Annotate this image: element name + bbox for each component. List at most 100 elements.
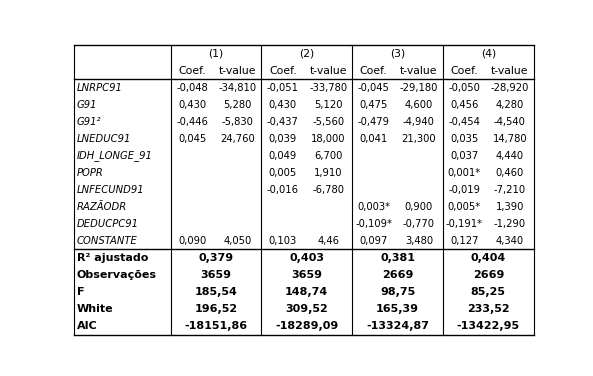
Text: 196,52: 196,52 [195, 304, 238, 314]
Text: 0,379: 0,379 [199, 253, 234, 263]
Text: AIC: AIC [77, 321, 98, 331]
Text: -6,780: -6,780 [312, 185, 344, 195]
Text: -4,940: -4,940 [403, 117, 435, 127]
Text: 4,46: 4,46 [317, 236, 339, 246]
Text: -13422,95: -13422,95 [457, 321, 520, 331]
Text: 4,440: 4,440 [496, 151, 524, 161]
Text: -5,560: -5,560 [312, 117, 344, 127]
Text: (4): (4) [481, 49, 496, 59]
Text: 4,280: 4,280 [496, 100, 524, 110]
Text: CONSTANTE: CONSTANTE [77, 236, 138, 246]
Text: 0,035: 0,035 [450, 134, 479, 144]
Text: -0,109*: -0,109* [355, 219, 392, 229]
Text: 0,103: 0,103 [269, 236, 297, 246]
Text: t-value: t-value [310, 66, 347, 76]
Text: 3659: 3659 [200, 270, 231, 280]
Text: -4,540: -4,540 [494, 117, 525, 127]
Text: -0,019: -0,019 [448, 185, 480, 195]
Text: 3659: 3659 [291, 270, 322, 280]
Text: -0,446: -0,446 [176, 117, 208, 127]
Text: 0,045: 0,045 [178, 134, 206, 144]
Text: -29,180: -29,180 [400, 83, 438, 93]
Text: -34,810: -34,810 [218, 83, 256, 93]
Text: t-value: t-value [400, 66, 438, 76]
Text: DEDUCPC91: DEDUCPC91 [77, 219, 139, 229]
Text: -1,290: -1,290 [493, 219, 526, 229]
Text: G91²: G91² [77, 117, 101, 127]
Text: 0,049: 0,049 [269, 151, 297, 161]
Text: t-value: t-value [491, 66, 528, 76]
Text: LNEDUC91: LNEDUC91 [77, 134, 131, 144]
Text: -0,437: -0,437 [267, 117, 299, 127]
Text: -13324,87: -13324,87 [366, 321, 429, 331]
Text: -0,770: -0,770 [403, 219, 435, 229]
Text: 4,050: 4,050 [224, 236, 251, 246]
Text: 0,005: 0,005 [269, 168, 297, 178]
Text: -0,045: -0,045 [358, 83, 390, 93]
Text: -0,191*: -0,191* [446, 219, 483, 229]
Text: Coef.: Coef. [269, 66, 296, 76]
Text: 98,75: 98,75 [380, 287, 415, 297]
Text: LNRPC91: LNRPC91 [77, 83, 123, 93]
Text: IDH_LONGE_91: IDH_LONGE_91 [77, 150, 153, 161]
Text: Coef.: Coef. [360, 66, 387, 76]
Text: LNFECUND91: LNFECUND91 [77, 185, 145, 195]
Text: (1): (1) [208, 49, 224, 59]
Text: -0,048: -0,048 [176, 83, 208, 93]
Text: -0,051: -0,051 [267, 83, 299, 93]
Text: 85,25: 85,25 [471, 287, 506, 297]
Text: 185,54: 185,54 [195, 287, 237, 297]
Text: 165,39: 165,39 [376, 304, 419, 314]
Text: 0,404: 0,404 [471, 253, 506, 263]
Text: 1,910: 1,910 [314, 168, 342, 178]
Text: -28,920: -28,920 [490, 83, 529, 93]
Text: 0,403: 0,403 [289, 253, 324, 263]
Text: 0,001*: 0,001* [448, 168, 481, 178]
Text: 2669: 2669 [473, 270, 504, 280]
Text: 21,300: 21,300 [401, 134, 436, 144]
Text: 0,430: 0,430 [178, 100, 206, 110]
Text: -7,210: -7,210 [493, 185, 526, 195]
Text: 0,005*: 0,005* [448, 202, 481, 212]
Text: 1,390: 1,390 [496, 202, 524, 212]
Text: -33,780: -33,780 [309, 83, 347, 93]
Text: 5,280: 5,280 [223, 100, 251, 110]
Text: (3): (3) [390, 49, 405, 59]
Text: POPR: POPR [77, 168, 104, 178]
Text: 0,039: 0,039 [269, 134, 297, 144]
Text: 0,097: 0,097 [359, 236, 388, 246]
Text: -5,830: -5,830 [221, 117, 253, 127]
Text: 0,037: 0,037 [450, 151, 479, 161]
Text: 24,760: 24,760 [220, 134, 255, 144]
Text: 4,600: 4,600 [405, 100, 433, 110]
Text: 148,74: 148,74 [285, 287, 329, 297]
Text: 0,041: 0,041 [359, 134, 388, 144]
Text: F: F [77, 287, 84, 297]
Text: -18151,86: -18151,86 [184, 321, 247, 331]
Text: t-value: t-value [219, 66, 256, 76]
Text: 0,460: 0,460 [496, 168, 524, 178]
Text: 0,381: 0,381 [380, 253, 415, 263]
Text: 6,700: 6,700 [314, 151, 342, 161]
Text: -0,479: -0,479 [358, 117, 390, 127]
Text: 14,780: 14,780 [492, 134, 527, 144]
Text: 233,52: 233,52 [467, 304, 509, 314]
Text: 0,090: 0,090 [178, 236, 206, 246]
Text: 3,480: 3,480 [405, 236, 433, 246]
Text: Coef.: Coef. [451, 66, 478, 76]
Text: 309,52: 309,52 [285, 304, 328, 314]
Text: 0,900: 0,900 [405, 202, 433, 212]
Text: Observações: Observações [77, 270, 157, 280]
Text: 0,475: 0,475 [359, 100, 388, 110]
Text: 2669: 2669 [382, 270, 413, 280]
Text: 0,003*: 0,003* [357, 202, 390, 212]
Text: -0,050: -0,050 [448, 83, 480, 93]
Text: RAZÃODR: RAZÃODR [77, 202, 127, 212]
Text: Coef.: Coef. [178, 66, 206, 76]
Text: R² ajustado: R² ajustado [77, 253, 148, 263]
Text: G91: G91 [77, 100, 97, 110]
Text: 4,340: 4,340 [496, 236, 524, 246]
Text: 0,456: 0,456 [450, 100, 479, 110]
Text: -18289,09: -18289,09 [275, 321, 339, 331]
Text: White: White [77, 304, 113, 314]
